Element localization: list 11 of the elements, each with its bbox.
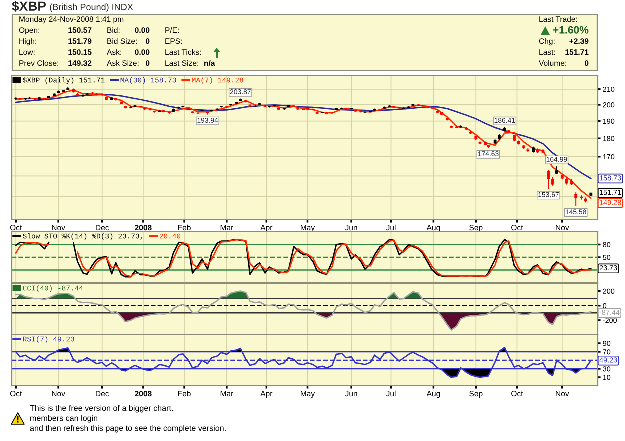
candlestick [574,192,578,207]
text: $XBP [12,1,46,12]
text: and then refresh this page to see the complete version. [30,425,226,433]
text: (British Pound) INDX [50,4,134,12]
line-series [15,94,592,180]
line-series [15,90,592,200]
text: members can login [30,415,98,423]
text: +1.60% [553,26,589,34]
candlestick [547,170,550,190]
text: This is the free version of a bigger chart. [30,405,173,413]
line-series [15,290,592,331]
